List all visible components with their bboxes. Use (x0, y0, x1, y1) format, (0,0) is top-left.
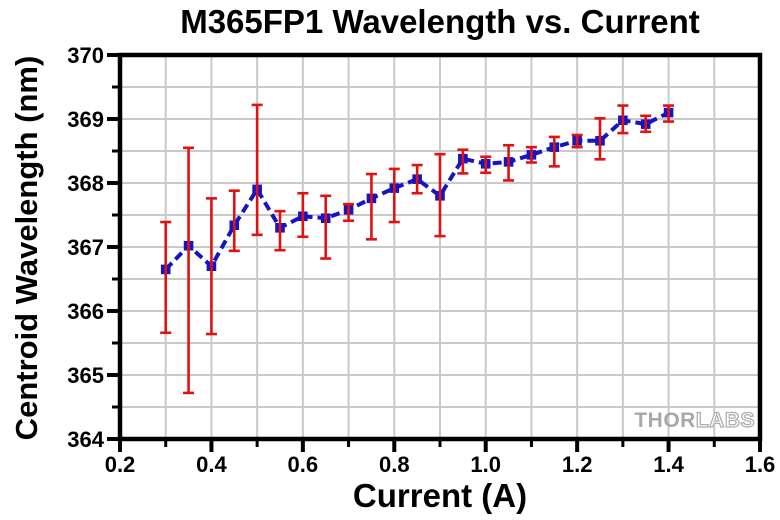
watermark-labs: LABS (695, 408, 755, 432)
y-tick-label: 365 (67, 363, 104, 388)
x-tick-label: 1.4 (653, 452, 684, 477)
x-axis-title: Current (A) (352, 477, 528, 514)
plot-frame (117, 52, 763, 442)
x-tick-label: 0.6 (288, 452, 319, 477)
thorlabs-watermark: THORLABS (634, 408, 755, 433)
x-tick-label: 1.0 (470, 452, 501, 477)
watermark-thor: THOR (634, 409, 696, 432)
x-tick-label: 0.4 (196, 452, 227, 477)
y-tick-label: 368 (67, 171, 104, 196)
y-tick-label: 370 (67, 43, 104, 68)
y-tick-label: 364 (67, 427, 104, 452)
y-tick-label: 366 (67, 299, 104, 324)
chart-title: M365FP1 Wavelength vs. Current (180, 3, 700, 40)
x-tick-label: 1.6 (745, 452, 776, 477)
x-tick-label: 0.8 (379, 452, 410, 477)
y-tick-label: 369 (67, 107, 104, 132)
x-tick-label: 0.2 (105, 452, 136, 477)
y-tick-label: 367 (67, 235, 104, 260)
x-tick-label: 1.2 (562, 452, 593, 477)
y-axis-title: Centroid Wavelength (nm) (9, 55, 44, 441)
